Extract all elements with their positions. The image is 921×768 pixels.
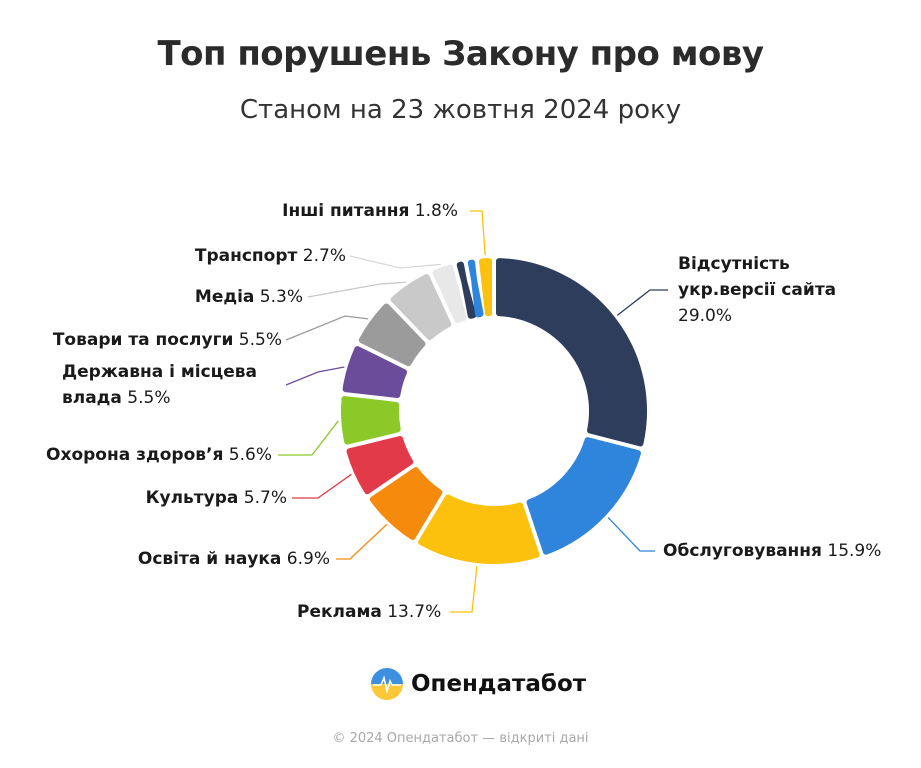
- label-service: Обслуговування 15.9%: [663, 541, 882, 561]
- leader-line: [349, 255, 441, 269]
- slice-транспорт: [432, 264, 467, 324]
- brand-logo: Опендатабот: [371, 668, 586, 700]
- heartbeat-circle-icon: [371, 668, 403, 700]
- slice-державна-і-місцева-влада: [342, 346, 408, 398]
- leader-line: [307, 281, 406, 298]
- label-transport: Транспорт 2.7%: [194, 246, 346, 266]
- leader-line: [616, 289, 668, 316]
- label-ads: Реклама 13.7%: [297, 602, 442, 622]
- leader-line: [292, 473, 352, 499]
- slice-медіа: [390, 274, 452, 341]
- slice-товари-та-послуги: [358, 303, 426, 367]
- label-education: Освіта й наука 6.9%: [137, 549, 330, 569]
- leader-line: [285, 366, 345, 386]
- slice-культура: [346, 436, 414, 495]
- slice-охорона-здоров-я: [341, 396, 401, 445]
- leader-line: [336, 523, 388, 560]
- label-culture: Культура 5.7%: [145, 488, 287, 508]
- leader-line: [450, 565, 478, 613]
- chart-title: Топ порушень Закону про мову: [157, 34, 764, 74]
- slice-реклама: [418, 494, 540, 564]
- slice-інші-питання: [479, 258, 493, 317]
- brand-name: Опендатабот: [411, 671, 587, 697]
- label-government: Державна і місцева влада 5.5%: [62, 362, 258, 408]
- slice-unlabeled-11: [467, 259, 484, 318]
- leader-line: [278, 420, 339, 456]
- leader-line: [470, 210, 486, 256]
- leader-line: [607, 516, 655, 552]
- slice-освіта-й-наука: [369, 467, 443, 540]
- label-media: Медіа 5.3%: [194, 287, 303, 307]
- label-goods: Товари та послуги 5.5%: [52, 330, 282, 350]
- slice-відсутність-укр-версії-сайта: [495, 258, 647, 447]
- label-site: Відсутність укр.версії сайта 29.0%: [678, 254, 837, 326]
- leader-line: [285, 315, 369, 341]
- footer-copyright: © 2024 Опендатабот — відкриті дані: [332, 731, 589, 746]
- chart-subtitle: Станом на 23 жовтня 2024 року: [239, 95, 682, 125]
- label-other: Інші питання 1.8%: [282, 201, 458, 221]
- slice-unlabeled-10: [456, 261, 477, 319]
- slice-обслуговування: [526, 437, 641, 555]
- label-health: Охорона здоров’я 5.6%: [46, 445, 272, 465]
